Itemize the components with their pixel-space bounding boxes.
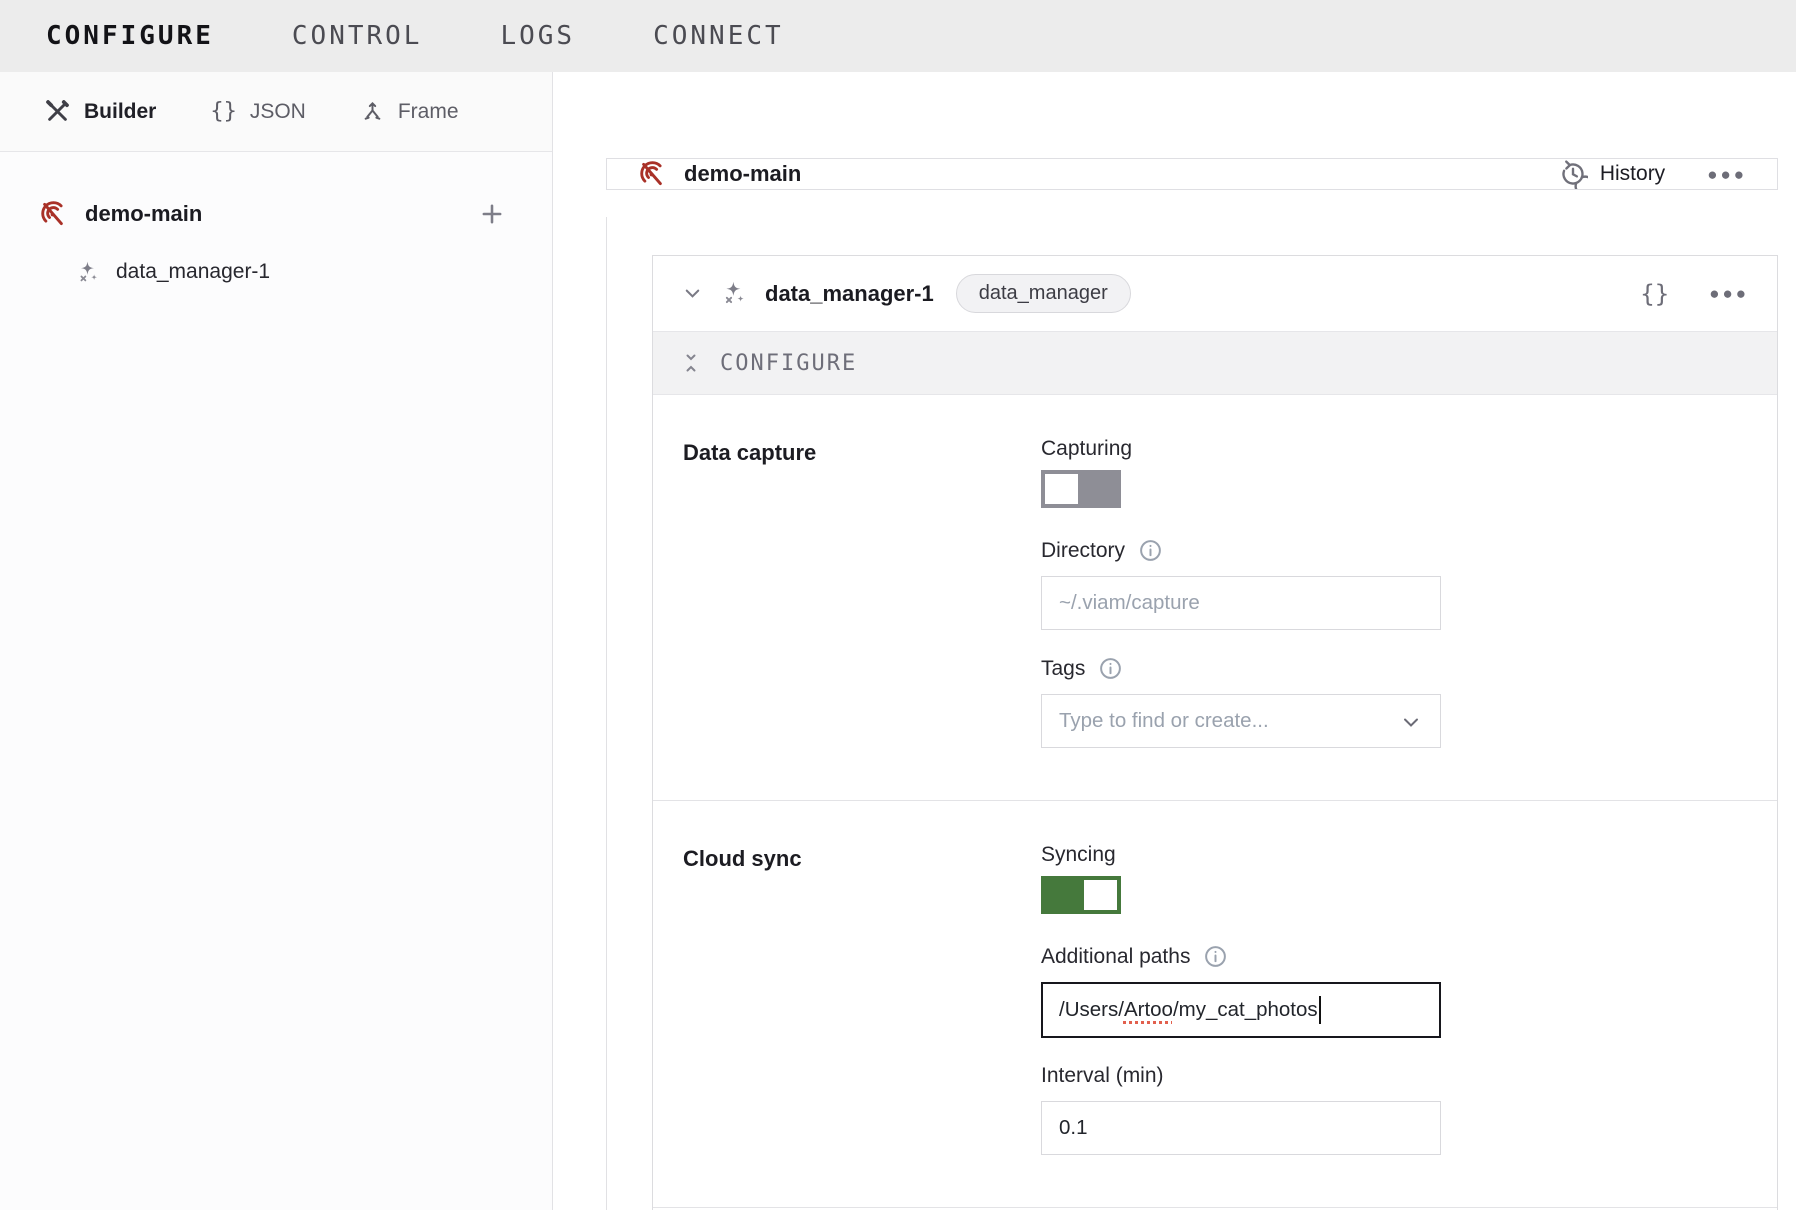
tab-logs[interactable]: LOGS bbox=[500, 21, 576, 51]
machine-card-title: demo-main bbox=[684, 161, 802, 186]
collapse-icon bbox=[686, 354, 696, 372]
sparkles-icon bbox=[80, 261, 97, 281]
configure-section-label: CONFIGURE bbox=[720, 350, 858, 376]
syncing-toggle[interactable] bbox=[1041, 876, 1121, 914]
configure-section-bar[interactable]: CONFIGURE bbox=[653, 331, 1777, 395]
text-cursor bbox=[1318, 996, 1321, 1024]
subtab-frame-label: Frame bbox=[397, 99, 459, 123]
directory-label: Directory bbox=[1041, 538, 1126, 562]
cloud-sync-title: Cloud sync bbox=[683, 846, 802, 871]
info-icon[interactable] bbox=[1203, 944, 1228, 969]
component-title: data_manager-1 bbox=[765, 280, 934, 306]
subtab-json[interactable]: {} JSON bbox=[210, 99, 306, 124]
tags-input[interactable] bbox=[1041, 694, 1441, 748]
interval-input[interactable] bbox=[1041, 1101, 1441, 1155]
component-type-badge: data_manager bbox=[955, 274, 1131, 313]
tools-icon bbox=[46, 100, 69, 121]
add-component-icon[interactable] bbox=[478, 200, 506, 228]
top-nav: CONFIGURE CONTROL LOGS CONNECT bbox=[0, 0, 1796, 72]
info-icon[interactable] bbox=[1138, 538, 1163, 563]
history-label: History bbox=[1599, 162, 1666, 185]
info-icon[interactable] bbox=[1098, 656, 1123, 681]
machine-name: demo-main bbox=[85, 201, 203, 226]
data-manager-card-header: data_manager-1 data_manager {} ●●● bbox=[653, 256, 1777, 331]
tags-label: Tags bbox=[1041, 656, 1086, 680]
main-content: demo-main History ●●● bbox=[553, 72, 1796, 1210]
subtab-builder-label: Builder bbox=[84, 99, 157, 123]
next-section-edge bbox=[653, 1207, 1777, 1210]
tab-control[interactable]: CONTROL bbox=[291, 21, 423, 51]
component-menu-ellipsis-icon[interactable]: ●●● bbox=[1709, 284, 1749, 303]
additional-paths-label: Additional paths bbox=[1041, 944, 1191, 968]
data-manager-card: data_manager-1 data_manager {} ●●● CONFI… bbox=[652, 255, 1778, 1210]
data-capture-title: Data capture bbox=[683, 440, 817, 465]
offline-icon bbox=[41, 201, 63, 226]
subtab-frame[interactable]: Frame bbox=[360, 99, 459, 124]
config-mode-switcher: Builder {} JSON Frame bbox=[0, 72, 552, 152]
resource-group: data_manager-1 data_manager {} ●●● CONFI… bbox=[606, 217, 1778, 1210]
toggle-knob bbox=[1045, 474, 1078, 504]
path-text-misspelled: Artoo bbox=[1123, 998, 1173, 1021]
interval-label: Interval (min) bbox=[1041, 1064, 1164, 1087]
data-capture-section: Data capture Capturing Directory bbox=[653, 395, 1777, 800]
toggle-knob bbox=[1084, 880, 1117, 910]
history-button[interactable]: History bbox=[1558, 159, 1665, 189]
cloud-sync-section: Cloud sync Syncing Additional paths bbox=[653, 800, 1777, 1207]
chevron-down-icon[interactable] bbox=[681, 282, 704, 305]
subtab-json-label: JSON bbox=[249, 99, 306, 123]
tree-item-label: data_manager-1 bbox=[116, 260, 271, 283]
additional-paths-input[interactable]: /Users/Artoo/my_cat_photos bbox=[1041, 982, 1441, 1038]
path-text: /Users/ bbox=[1059, 998, 1124, 1021]
syncing-label: Syncing bbox=[1041, 843, 1116, 866]
tree-item-data-manager[interactable]: data_manager-1 bbox=[0, 244, 552, 300]
tab-configure[interactable]: CONFIGURE bbox=[46, 21, 214, 51]
frame-icon bbox=[364, 101, 381, 120]
tab-connect[interactable]: CONNECT bbox=[653, 21, 784, 51]
sidebar: Builder {} JSON Frame bbox=[0, 72, 553, 1210]
machine-header-card: demo-main History ●●● bbox=[606, 158, 1778, 190]
sparkles-icon bbox=[725, 281, 744, 304]
tree-item-machine[interactable]: demo-main bbox=[0, 184, 552, 244]
path-text: /my_cat_photos bbox=[1172, 998, 1318, 1021]
offline-icon bbox=[640, 161, 662, 186]
capturing-toggle[interactable] bbox=[1041, 470, 1121, 508]
machine-part-tree: demo-main data_manager-1 bbox=[0, 152, 552, 300]
history-icon bbox=[1562, 160, 1588, 189]
subtab-builder[interactable]: Builder bbox=[44, 98, 156, 125]
braces-icon: {} bbox=[210, 99, 237, 124]
capturing-label: Capturing bbox=[1041, 437, 1133, 460]
component-json-icon[interactable]: {} bbox=[1640, 279, 1670, 308]
machine-menu-ellipsis-icon[interactable]: ●●● bbox=[1707, 164, 1747, 184]
directory-input[interactable] bbox=[1041, 576, 1441, 630]
